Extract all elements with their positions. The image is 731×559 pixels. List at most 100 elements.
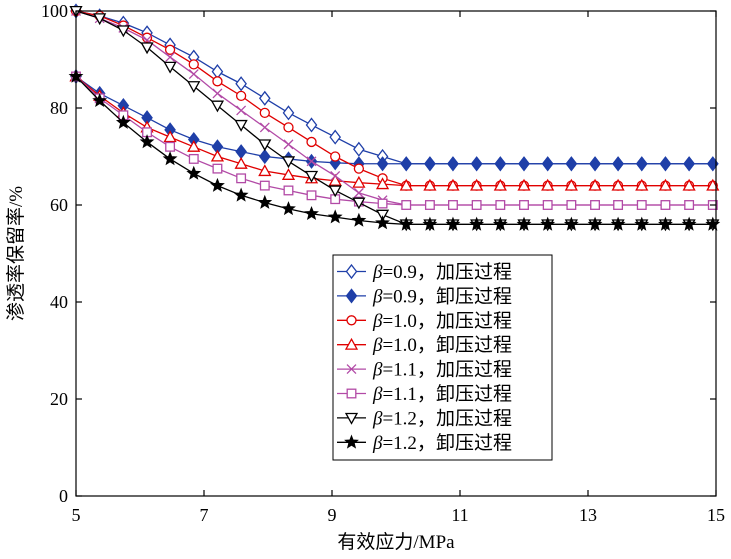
data-point [613,200,624,210]
x-tick-label: 15 [707,505,725,525]
data-point [306,136,317,148]
data-point [377,198,388,209]
data-point [540,216,556,231]
data-point [210,177,225,192]
data-point [116,25,130,38]
data-point [588,178,602,191]
data-point [258,139,272,152]
data-point [634,216,650,231]
legend-beta: β [372,311,383,332]
data-point [566,200,577,210]
data-point [187,81,201,94]
data-point [163,61,177,74]
legend-value: =1.1， [382,384,435,405]
series-layer [68,3,721,232]
data-point [344,434,359,449]
data-point [259,122,270,133]
legend-process: 加压过程 [436,310,512,332]
legend-beta: β [372,408,383,429]
data-point [165,52,176,63]
x-axis-label: 有效应力/MPa [337,531,455,553]
data-point [283,139,294,150]
legend-process: 加压过程 [436,407,512,429]
legend-value: =1.2， [382,433,435,454]
data-point [258,164,272,177]
data-point [682,178,696,191]
data-point [162,151,178,166]
legend-entry: β=1.1，加压过程 [337,359,512,381]
data-point [281,156,296,169]
legend-process: 加压过程 [436,359,512,381]
x-tick-label: 5 [72,505,81,525]
data-point [212,76,223,87]
data-point [563,216,579,231]
data-point [424,200,435,210]
data-point [351,212,367,227]
legend-label: β=1.1，加压过程 [372,359,512,381]
series-5 [71,6,718,210]
data-point [281,168,296,180]
data-point [470,178,484,191]
data-point [542,200,553,210]
legend-entry: β=1.2，加压过程 [337,407,512,429]
data-point [210,100,225,113]
legend-label: β=1.0，卸压过程 [372,334,512,356]
data-point [345,263,358,280]
data-point [398,216,414,231]
data-point [186,165,202,180]
data-point [187,139,201,152]
data-point [346,315,357,326]
legend-value: =1.1， [382,360,435,381]
data-point [304,205,319,221]
data-point [259,107,270,118]
x-tick-label: 7 [200,505,209,525]
data-point [681,216,697,231]
data-point [305,117,318,133]
y-tick-label: 60 [50,195,68,215]
data-point [447,156,459,172]
series-2 [70,68,719,172]
data-point [306,156,317,167]
data-point [304,170,319,183]
legend-entry: β=1.0，加压过程 [337,310,512,332]
data-point [353,187,364,198]
data-point [590,200,600,210]
data-point [612,156,624,172]
data-point [352,197,366,210]
legend-label: β=1.1，卸压过程 [372,383,512,405]
legend-label: β=1.2，卸压过程 [372,432,512,454]
series-line [75,75,713,187]
data-point [92,92,108,108]
data-point [283,185,294,196]
data-point [400,156,413,172]
legend: β=0.9，加压过程β=0.9，卸压过程β=1.0，加压过程β=1.0，卸压过程… [332,254,553,461]
data-point [327,209,343,224]
data-point [375,215,390,230]
data-point [705,216,721,231]
data-point [346,364,357,375]
data-point [328,185,342,198]
y-tick-label: 40 [50,292,68,312]
y-axis-label: 渗透率保留率/% [5,186,27,321]
series-8 [68,68,721,231]
data-point [163,130,177,143]
data-point [660,200,671,210]
data-point [493,178,507,191]
legend-label: β=0.9，加压过程 [372,261,512,283]
data-point [210,149,225,162]
data-point [258,90,271,106]
legend-entry: β=1.0，卸压过程 [337,334,512,356]
legend-value: =1.0， [382,335,435,356]
data-point [375,177,390,190]
data-point [164,44,176,55]
data-point [399,178,413,191]
data-point [235,76,247,92]
data-point [636,200,647,210]
data-point [495,200,506,210]
data-point [188,69,199,80]
data-point [587,216,603,231]
data-point [541,178,555,191]
y-tick-label: 20 [50,389,68,409]
data-point [376,156,389,172]
